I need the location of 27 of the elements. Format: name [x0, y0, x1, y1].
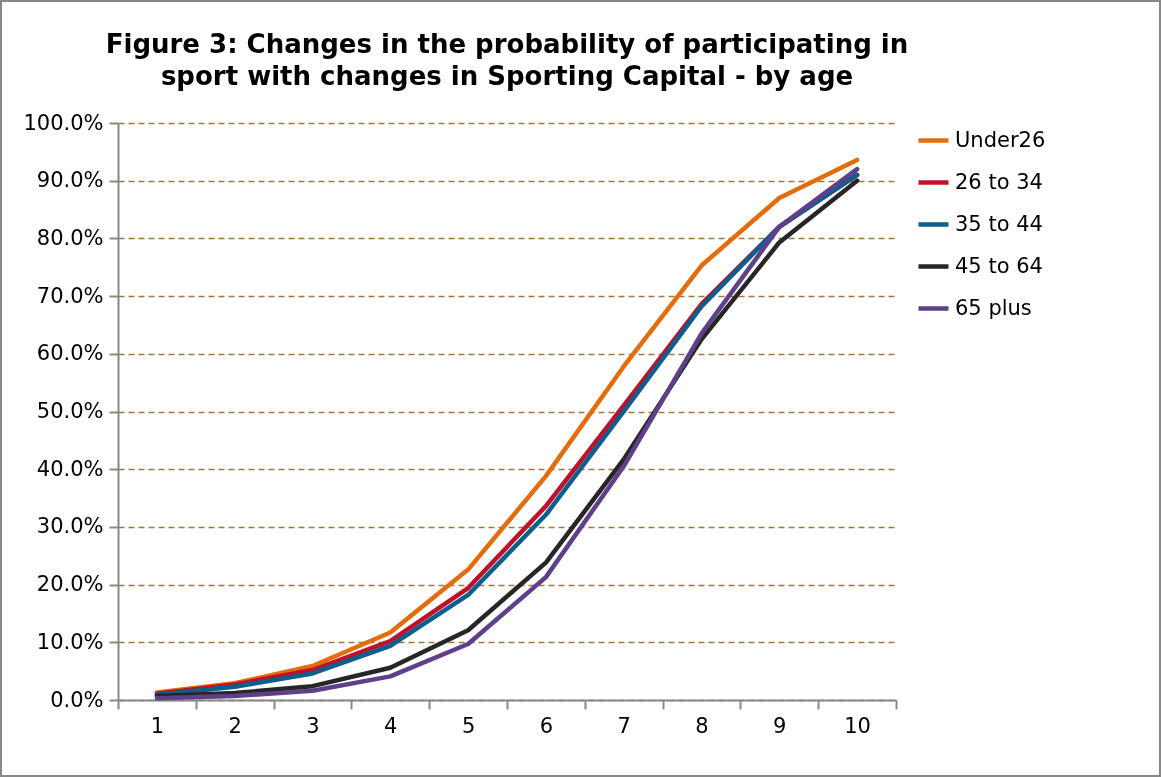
y-tick-label: 80.0%: [36, 225, 104, 250]
legend-label: Under26: [955, 127, 1046, 152]
x-tick-label: 2: [228, 713, 242, 738]
x-tick-label: 5: [461, 713, 476, 738]
y-tick-label: 40.0%: [36, 456, 104, 481]
y-tick-label: 70.0%: [36, 283, 104, 308]
x-tick-label: 7: [617, 713, 631, 738]
x-tick-label: 3: [306, 713, 320, 738]
y-tick-label: 50.0%: [36, 399, 104, 423]
y-tick-label: 100.0%: [23, 110, 104, 135]
y-tick-label: 0.0%: [50, 687, 104, 712]
chart-title: Figure 3: Changes in the probability of participating in sport with changes in Sporting Capital - by age: [105, 29, 909, 91]
legend-label: 45 to 64: [955, 253, 1043, 278]
y-tick-label: 60.0%: [36, 341, 104, 366]
x-tick-label: 10: [844, 713, 871, 738]
x-tick-label: 1: [150, 713, 165, 738]
legend-label: 35 to 44: [955, 211, 1043, 236]
y-tick-label: 20.0%: [36, 572, 104, 597]
y-tick-label: 90.0%: [36, 168, 104, 193]
y-tick-label: 30.0%: [36, 514, 104, 539]
legend-label: 26 to 34: [955, 169, 1043, 194]
x-tick-label: 4: [384, 713, 398, 738]
x-tick-label: 6: [539, 713, 554, 738]
x-tick-label: 8: [695, 713, 709, 738]
y-tick-label: 10.0%: [36, 629, 104, 654]
legend-label: 65 plus: [955, 295, 1032, 320]
x-tick-label: 9: [773, 713, 787, 738]
